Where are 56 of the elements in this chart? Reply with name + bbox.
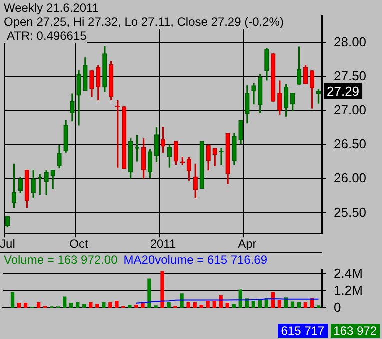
bar — [102, 302, 106, 308]
bar — [232, 304, 236, 308]
y-tick-label: 2.4M — [334, 266, 363, 281]
text: 615 717 — [278, 324, 328, 338]
bar — [141, 303, 145, 308]
bar — [24, 303, 28, 308]
bar — [226, 303, 230, 308]
text: MA20volume = 615 716.69 — [124, 253, 268, 267]
bar — [76, 302, 80, 308]
y-tick-label: 1.2M — [334, 282, 363, 298]
y-tick-label: 27.00 — [334, 102, 367, 118]
y-tick-label: 28.00 — [334, 34, 367, 50]
x-tick-label: Apr — [238, 237, 257, 252]
bar — [134, 305, 138, 308]
text: Volume = 163 972.00 — [4, 253, 118, 267]
bar — [63, 296, 67, 308]
y-tick-label: 26.00 — [334, 170, 367, 186]
bar — [212, 300, 216, 308]
bar — [167, 302, 171, 308]
bar — [304, 302, 308, 308]
bar — [200, 305, 204, 308]
y-tick-label: 27.50 — [334, 68, 367, 84]
bar — [252, 300, 256, 308]
bar — [154, 306, 158, 308]
bar — [160, 271, 164, 308]
bar — [108, 302, 112, 308]
x-tick-label: Jul — [0, 237, 16, 252]
chart-title: Weekly 21.6.2011 — [4, 1, 99, 15]
bar — [82, 304, 86, 308]
bar — [290, 302, 295, 308]
y-tick-label: 26.50 — [334, 136, 367, 152]
bar — [96, 304, 100, 308]
bar — [10, 292, 15, 308]
bar — [206, 300, 210, 308]
bar — [193, 302, 197, 308]
x-tick-label: 2011 — [150, 237, 176, 252]
bar — [70, 303, 74, 308]
bar — [17, 303, 22, 308]
bar — [316, 306, 321, 308]
annotation: 27.29 — [327, 84, 360, 99]
candlestick — [219, 148, 224, 166]
chart-subtitle: Open 27.25, Hi 27.32, Lo 27.11, Close 27.29 (-0.2%) — [4, 15, 284, 29]
bar — [89, 302, 93, 308]
bar — [297, 302, 302, 308]
bar — [128, 305, 132, 308]
bar — [180, 294, 184, 308]
bar — [36, 302, 41, 308]
bar — [115, 300, 119, 308]
y-tick-label: 25.50 — [334, 204, 367, 220]
bar — [186, 302, 190, 308]
y-tick-label: 0 — [334, 300, 342, 315]
bar — [148, 278, 152, 308]
x-tick-label: Oct — [70, 237, 89, 252]
text: 163 972 — [330, 324, 380, 338]
bar — [278, 300, 282, 308]
annotation: ATR: 0.496615 — [4, 29, 87, 43]
